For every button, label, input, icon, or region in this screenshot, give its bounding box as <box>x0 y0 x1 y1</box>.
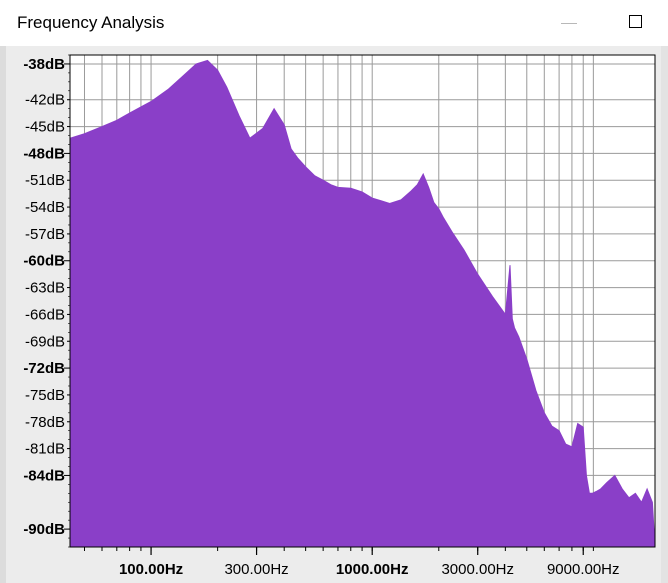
x-tick-label: 9000.00Hz <box>547 561 620 578</box>
y-tick-label: -48dB <box>23 145 65 162</box>
y-tick-label: -66dB <box>25 306 65 323</box>
y-tick-label: -63dB <box>25 280 65 297</box>
y-tick-label: -78dB <box>25 414 65 431</box>
spectrum-chart: -38dB -42dB -45dB -48dB -51dB -54dB -57dB -60dB… <box>23 54 656 578</box>
y-tick-label: -90dB <box>23 521 65 538</box>
y-tick-label: -45dB <box>25 119 65 136</box>
y-tick-label: -60dB <box>23 253 65 270</box>
y-tick-label: -81dB <box>25 441 65 458</box>
vertical-scrollbar[interactable] <box>661 46 668 583</box>
y-tick-label: -72dB <box>23 360 65 377</box>
y-tick-label: -42dB <box>25 92 65 109</box>
maximize-button[interactable] <box>622 8 652 38</box>
y-tick-label: -69dB <box>25 333 65 350</box>
y-tick-label: -51dB <box>25 172 65 189</box>
x-tick-label: 1000.00Hz <box>336 561 409 578</box>
spectrum-area <box>69 59 656 548</box>
minimize-button[interactable] <box>555 10 585 36</box>
y-tick-label: -84dB <box>23 467 65 484</box>
x-tick-label: 300.00Hz <box>224 561 288 578</box>
window-title: Frequency Analysis <box>17 13 165 32</box>
left-panel-edge <box>0 46 6 583</box>
y-tick-label: -38dB <box>23 56 65 73</box>
y-tick-label: -57dB <box>25 226 65 243</box>
x-tick-label: 100.00Hz <box>119 561 183 578</box>
y-tick-label: -75dB <box>25 387 65 404</box>
x-tick-label: 3000.00Hz <box>441 561 514 578</box>
y-tick-label: -54dB <box>25 199 65 216</box>
title-bar: Frequency Analysis <box>0 0 668 46</box>
